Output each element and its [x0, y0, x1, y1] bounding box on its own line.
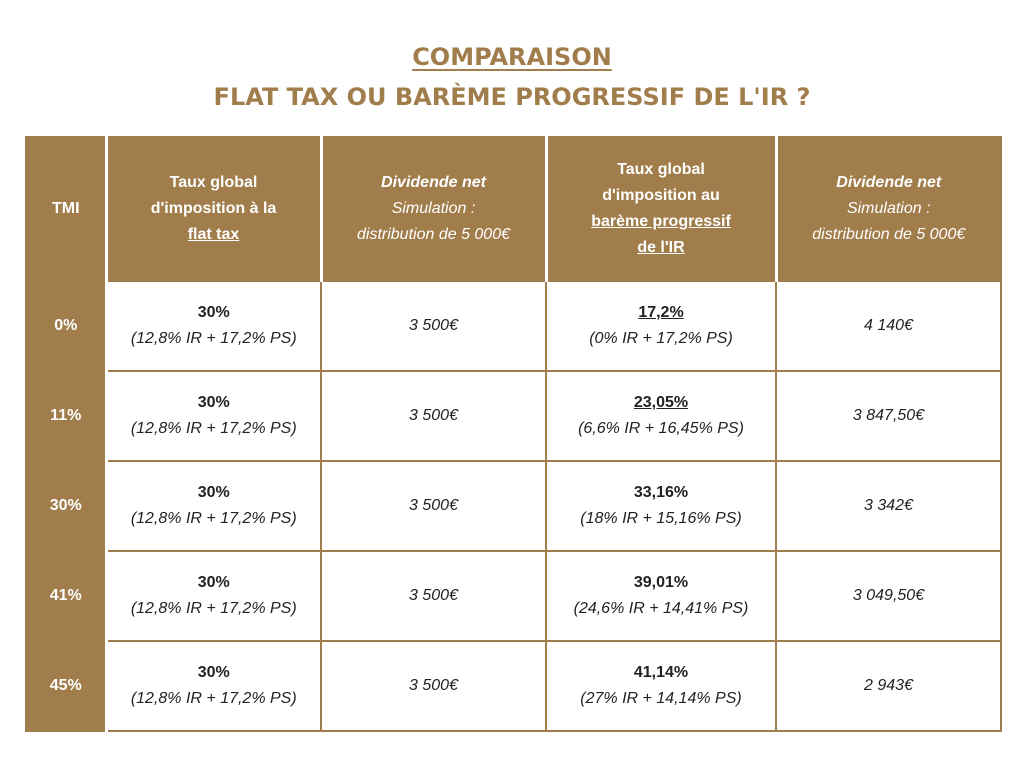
flat-dividend-cell: 3 500€ [320, 550, 547, 642]
flat-rate-cell: 30% (12,8% IR + 17,2% PS) [105, 370, 322, 462]
flat-dividend-cell: 3 500€ [320, 280, 547, 372]
flat-rate-cell: 30% (12,8% IR + 17,2% PS) [105, 460, 322, 552]
bareme-dividend-cell: 3 049,50€ [775, 550, 1002, 642]
table-row: 0% 30% (12,8% IR + 17,2% PS) 3 500€ 17,2%… [25, 280, 1002, 372]
title-subtitle: FLAT TAX OU BARÈME PROGRESSIF DE L'IR ? [213, 83, 811, 111]
bareme-rate-cell: 17,2% (0% IR + 17,2% PS) [545, 280, 777, 372]
bareme-dividend-cell: 2 943€ [775, 640, 1002, 732]
comparison-table: TMI Taux global d'imposition à la flat t… [25, 136, 1002, 732]
flat-rate-cell: 30% (12,8% IR + 17,2% PS) [105, 640, 322, 732]
flat-dividend-cell: 3 500€ [320, 640, 547, 732]
header-tmi: TMI [25, 136, 107, 282]
table-row: 45% 30% (12,8% IR + 17,2% PS) 3 500€ 41,1… [25, 640, 1002, 732]
header-dividende-flat: Dividende net Simulation : distribution … [319, 136, 547, 282]
table-row: 41% 30% (12,8% IR + 17,2% PS) 3 500€ 39,0… [25, 550, 1002, 642]
header-flat-tax: Taux global d'imposition à la flat tax [104, 136, 322, 282]
bareme-dividend-cell: 3 847,50€ [775, 370, 1002, 462]
flat-dividend-cell: 3 500€ [320, 460, 547, 552]
bareme-rate-cell: 41,14% (27% IR + 14,14% PS) [545, 640, 777, 732]
table-row: 11% 30% (12,8% IR + 17,2% PS) 3 500€ 23,0… [25, 370, 1002, 462]
tmi-cell: 0% [25, 280, 108, 372]
bareme-rate-cell: 39,01% (24,6% IR + 14,41% PS) [545, 550, 777, 642]
header-row: TMI Taux global d'imposition à la flat t… [25, 136, 1002, 282]
tmi-cell: 41% [25, 550, 108, 642]
flat-rate-cell: 30% (12,8% IR + 17,2% PS) [105, 550, 322, 642]
bareme-dividend-cell: 3 342€ [775, 460, 1002, 552]
title-comparaison: COMPARAISON [412, 43, 612, 71]
tmi-cell: 30% [25, 460, 108, 552]
title-block: COMPARAISON FLAT TAX OU BARÈME PROGRESSI… [0, 40, 1024, 114]
header-bareme: Taux global d'imposition au barème progr… [544, 136, 777, 282]
flat-rate-cell: 30% (12,8% IR + 17,2% PS) [105, 280, 322, 372]
bareme-rate-cell: 23,05% (6,6% IR + 16,45% PS) [545, 370, 777, 462]
bareme-rate-cell: 33,16% (18% IR + 15,16% PS) [545, 460, 777, 552]
header-dividende-bareme: Dividende net Simulation : distribution … [774, 136, 1002, 282]
table-row: 30% 30% (12,8% IR + 17,2% PS) 3 500€ 33,1… [25, 460, 1002, 552]
bareme-dividend-cell: 4 140€ [775, 280, 1002, 372]
tmi-cell: 45% [25, 640, 108, 732]
flat-dividend-cell: 3 500€ [320, 370, 547, 462]
tmi-cell: 11% [25, 370, 108, 462]
